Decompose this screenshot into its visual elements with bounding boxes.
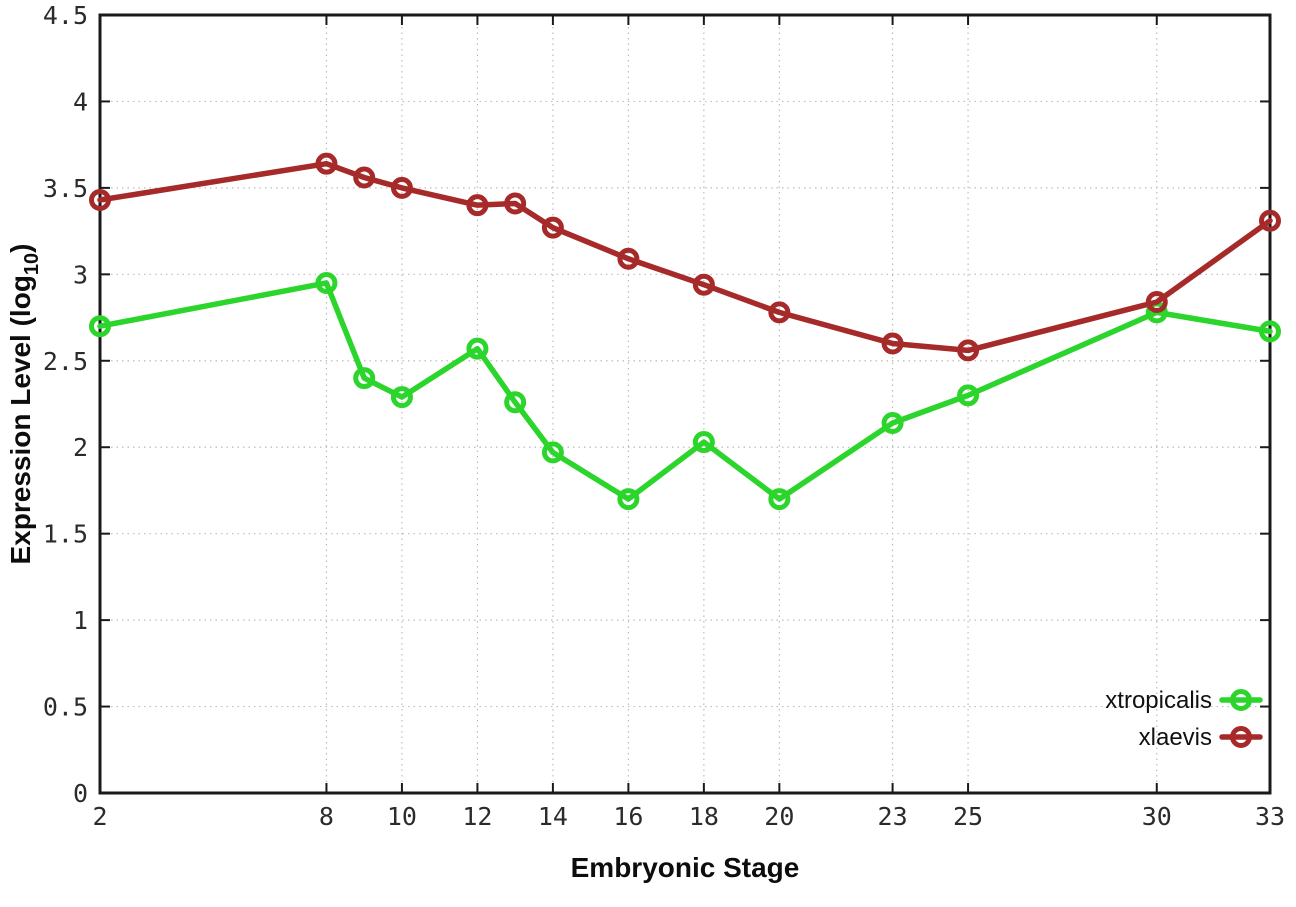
x-tick-label: 12 xyxy=(462,802,492,831)
data-point-xlaevis-stage-10 xyxy=(390,176,413,199)
data-point-xlaevis-stage-25 xyxy=(957,339,980,362)
y-tick-label: 0.5 xyxy=(43,693,88,722)
plot-area-border xyxy=(98,13,1272,795)
data-point-xlaevis-stage-8 xyxy=(315,152,338,175)
y-tick-label: 3 xyxy=(73,260,88,289)
legend-marker-xtropicalis xyxy=(1230,689,1252,711)
data-point-xtropicalis-stage-33 xyxy=(1259,320,1281,343)
y-axis-title: Expression Level (log10) xyxy=(5,244,43,565)
legend-label-xlaevis: xlaevis xyxy=(1139,724,1212,751)
data-point-xtropicalis-stage-13 xyxy=(504,391,527,414)
legend-label-xtropicalis: xtropicalis xyxy=(1105,687,1212,714)
legend-entry-xtropicalis: xtropicalis xyxy=(1105,687,1263,714)
data-point-xtropicalis-stage-12 xyxy=(466,337,489,360)
tick-labels: 2 8 10 12 14 16 18 20 23 25 30 33 0 0.5 1 1.5 2 2.5 3 3.5 4 4… xyxy=(43,1,1285,831)
data-point-xtropicalis-stage-14 xyxy=(541,441,564,464)
y-tick-label: 1.5 xyxy=(43,520,88,549)
data-point-xtropicalis-stage-9 xyxy=(353,367,376,390)
legend: xtropicalis xlaevis xyxy=(1105,687,1263,751)
y-tick-label: 2 xyxy=(73,433,88,462)
data-point-xlaevis-stage-12 xyxy=(466,194,489,217)
data-point-xlaevis-stage-33 xyxy=(1259,209,1281,232)
data-point-xlaevis-stage-23 xyxy=(881,332,904,355)
x-tick-label: 23 xyxy=(878,802,908,831)
data-point-xtropicalis-stage-2 xyxy=(89,315,111,338)
data-point-xlaevis-stage-16 xyxy=(617,247,640,270)
y-tick-label: 1 xyxy=(73,606,88,635)
x-tick-label: 2 xyxy=(92,802,107,831)
data-point-xtropicalis-stage-16 xyxy=(617,488,640,511)
x-tick-label: 33 xyxy=(1255,802,1285,831)
y-tick-label: 0 xyxy=(73,779,88,808)
x-tick-label: 8 xyxy=(319,802,334,831)
data-point-xtropicalis-stage-25 xyxy=(957,384,980,407)
data-point-xlaevis-stage-18 xyxy=(692,273,715,296)
y-tick-label: 2.5 xyxy=(43,347,88,376)
x-tick-label: 16 xyxy=(613,802,643,831)
data-point-xlaevis-stage-2 xyxy=(89,188,111,211)
grid xyxy=(99,14,1271,794)
x-axis-title: Embryonic Stage xyxy=(571,852,800,883)
data-point-xtropicalis-stage-18 xyxy=(692,431,715,454)
x-tick-label: 18 xyxy=(689,802,719,831)
data-series xyxy=(89,152,1281,511)
x-tick-label: 20 xyxy=(764,802,794,831)
series-line-xlaevis xyxy=(97,160,1273,354)
y-tick-label: 4.5 xyxy=(43,1,88,30)
x-tick-label: 14 xyxy=(538,802,568,831)
axis-ticks xyxy=(99,14,1271,794)
plot-border xyxy=(98,13,1272,795)
data-point-xtropicalis-stage-20 xyxy=(768,488,791,511)
data-point-xlaevis-stage-9 xyxy=(353,166,376,189)
x-tick-label: 10 xyxy=(387,802,417,831)
data-point-xlaevis-stage-14 xyxy=(541,216,564,239)
y-tick-label: 3.5 xyxy=(43,174,88,203)
x-tick-label: 30 xyxy=(1142,802,1172,831)
data-point-xlaevis-stage-30 xyxy=(1145,290,1168,313)
data-point-xlaevis-stage-20 xyxy=(768,301,791,324)
data-point-xtropicalis-stage-8 xyxy=(315,271,338,294)
x-tick-label: 25 xyxy=(953,802,983,831)
legend-marker-xlaevis xyxy=(1230,726,1252,748)
y-tick-label: 4 xyxy=(73,87,88,116)
data-point-xlaevis-stage-13 xyxy=(504,192,527,215)
data-point-xtropicalis-stage-23 xyxy=(881,412,904,435)
data-point-xtropicalis-stage-10 xyxy=(390,386,413,409)
legend-entry-xlaevis: xlaevis xyxy=(1139,724,1263,751)
